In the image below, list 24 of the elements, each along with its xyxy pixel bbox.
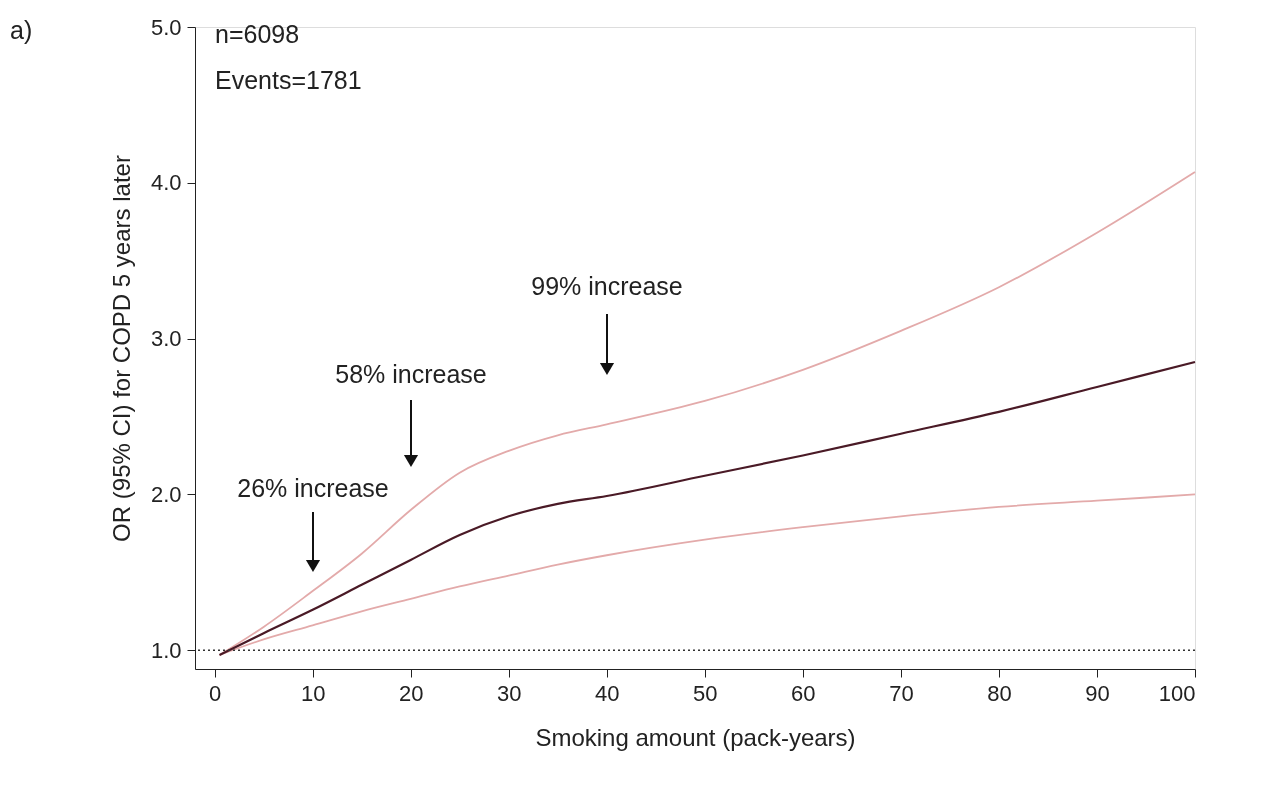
annotation: 99% increase [531, 272, 683, 300]
x-tick-label: 80 [987, 680, 1012, 706]
y-tick-label: 1.0 [150, 637, 182, 663]
annotation: 58% increase [335, 360, 487, 388]
x-tick-label: 20 [398, 680, 424, 706]
text: a) [10, 16, 33, 44]
y-axis-title: OR (95% CI) for COPD 5 years later [107, 155, 135, 542]
x-tick-label: 30 [496, 680, 522, 706]
x-tick-label: 90 [1085, 680, 1110, 706]
x-tick-label: 40 [595, 680, 620, 706]
annotation: Events=1781 [215, 66, 362, 94]
x-axis-title: Smoking amount (pack-years) [535, 723, 856, 751]
x-tick-label: 10 [300, 680, 326, 706]
y-tick-label: 2.0 [150, 481, 182, 507]
x-tick-label: 0 [208, 680, 222, 706]
y-tick-label: 4.0 [150, 170, 182, 196]
x-tick-label: 60 [791, 680, 816, 706]
annotation: n=6098 [215, 20, 300, 48]
x-tick-label: 70 [889, 680, 914, 706]
annotation: 26% increase [237, 474, 389, 502]
x-tick-label: 100 [1158, 680, 1196, 706]
x-tick-label: 50 [693, 680, 718, 706]
y-tick-label: 3.0 [150, 326, 182, 352]
y-tick-label: 5.0 [150, 14, 182, 40]
